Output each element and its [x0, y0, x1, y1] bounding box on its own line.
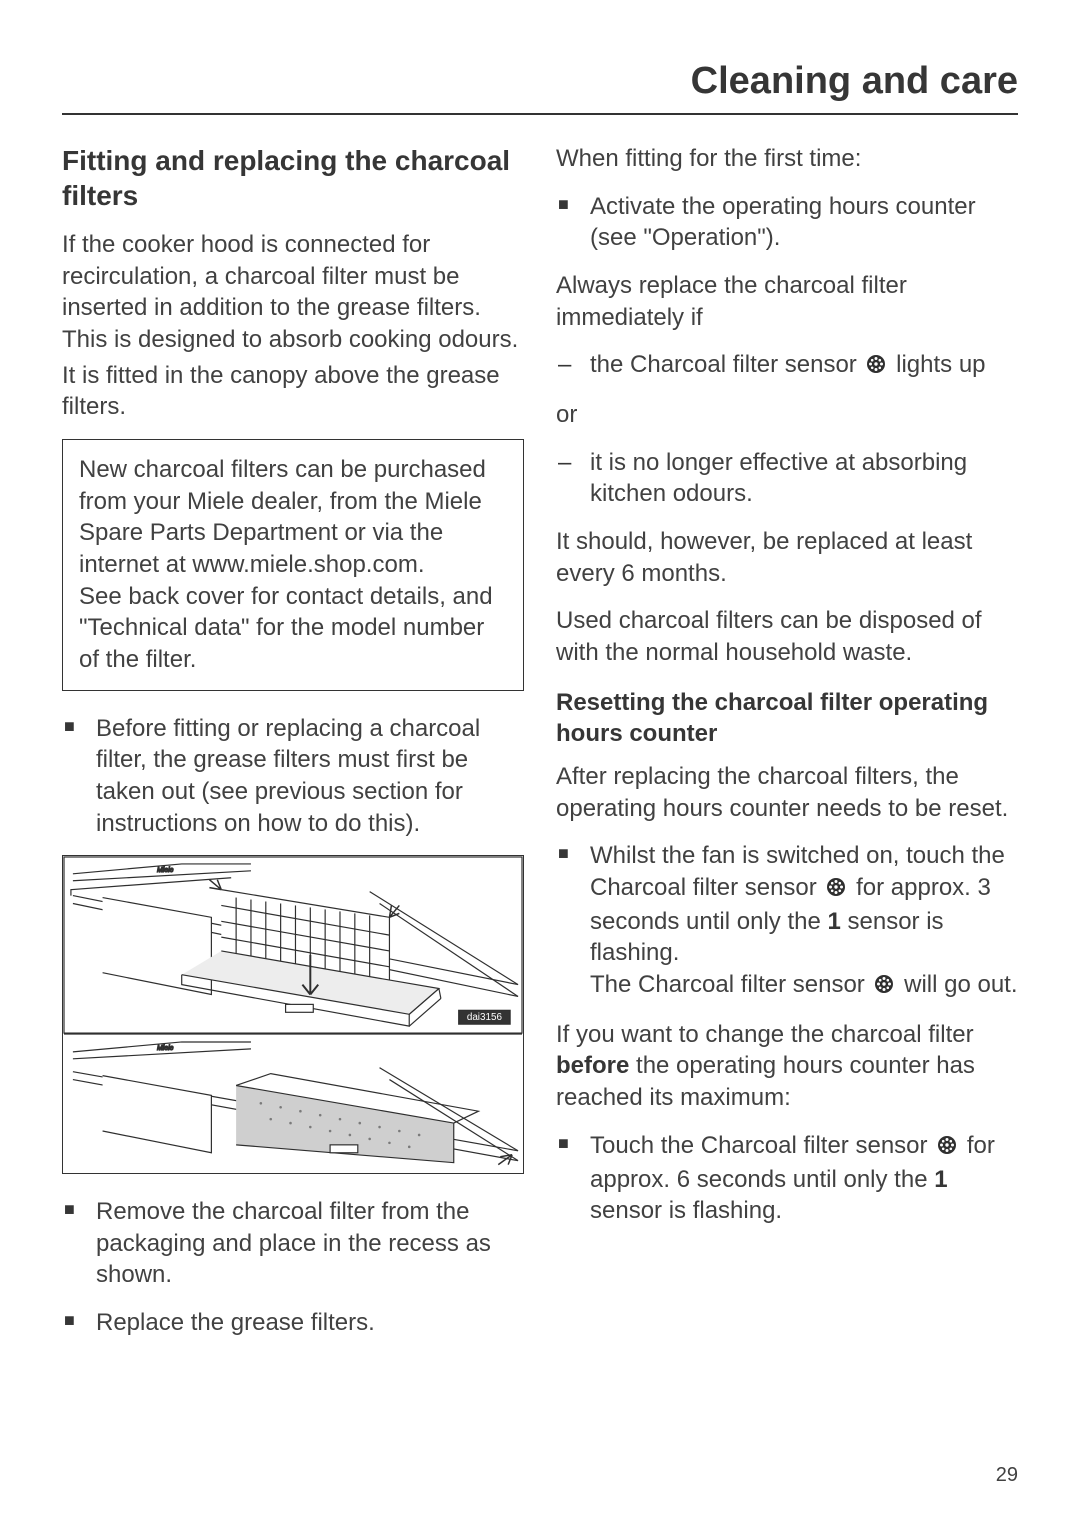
svg-text:Miele: Miele	[157, 1045, 174, 1052]
paragraph: If you want to change the charcoal filte…	[556, 1019, 1018, 1114]
charcoal-filter-sensor-icon	[866, 351, 886, 383]
list-item: Before fitting or replacing a charcoal f…	[62, 713, 524, 840]
paragraph: Used charcoal filters can be disposed of…	[556, 605, 1018, 668]
text: If you want to change the charcoal filte…	[556, 1021, 974, 1048]
figure-caption: dai3156	[467, 1013, 503, 1024]
text-bold: 1	[934, 1166, 947, 1193]
text: The Charcoal filter sensor	[590, 971, 871, 998]
text: lights up	[889, 351, 985, 378]
subsection-heading: Resetting the charcoal filter operating …	[556, 687, 1018, 749]
charcoal-filter-sensor-icon	[826, 874, 846, 906]
page-number: 29	[996, 1464, 1018, 1487]
step-list: Before fitting or replacing a charcoal f…	[62, 713, 524, 840]
paragraph: or	[556, 399, 1018, 431]
page-title: Cleaning and care	[62, 60, 1018, 113]
text: will go out.	[897, 971, 1017, 998]
step-list: Touch the Charcoal filter sensor for app…	[556, 1130, 1018, 1227]
list-item: Remove the charcoal filter from the pack…	[62, 1196, 524, 1291]
dash-list: the Charcoal filter sensor lights up	[556, 349, 1018, 383]
paragraph: It is fitted in the canopy above the gre…	[62, 360, 524, 423]
left-column: Fitting and replacing the charcoal filte…	[62, 143, 524, 1355]
text-bold: before	[556, 1052, 629, 1079]
list-item: Activate the operating hours counter (se…	[556, 191, 1018, 254]
list-item: it is no longer effective at absorbing k…	[556, 447, 1018, 510]
list-item: the Charcoal filter sensor lights up	[556, 349, 1018, 383]
title-rule	[62, 113, 1018, 115]
paragraph: Always replace the charcoal filter immed…	[556, 270, 1018, 333]
text-bold: 1	[827, 908, 840, 935]
paragraph: If the cooker hood is connected for reci…	[62, 229, 524, 356]
charcoal-filter-sensor-icon	[937, 1132, 957, 1164]
paragraph: After replacing the charcoal filters, th…	[556, 761, 1018, 824]
text: the Charcoal filter sensor	[590, 351, 863, 378]
list-item: Replace the grease filters.	[62, 1307, 524, 1339]
right-column: When fitting for the first time: Activat…	[556, 143, 1018, 1355]
charcoal-filter-sensor-icon	[874, 971, 894, 1003]
manual-page: Cleaning and care Fitting and replacing …	[0, 0, 1080, 1529]
dash-list: it is no longer effective at absorbing k…	[556, 447, 1018, 510]
section-heading: Fitting and replacing the charcoal filte…	[62, 143, 524, 213]
text: sensor is flashing.	[590, 1197, 782, 1224]
list-item: Whilst the fan is switched on, touch the…	[556, 840, 1018, 1002]
step-list: Activate the operating hours counter (se…	[556, 191, 1018, 254]
figure-charcoal-filter: Miele	[62, 855, 524, 1174]
paragraph: It should, however, be replaced at least…	[556, 526, 1018, 589]
info-box-text: New charcoal filters can be purchased fr…	[79, 454, 507, 676]
list-item: Touch the Charcoal filter sensor for app…	[556, 1130, 1018, 1227]
info-box: New charcoal filters can be purchased fr…	[62, 439, 524, 691]
paragraph: When fitting for the first time:	[556, 143, 1018, 175]
content-columns: Fitting and replacing the charcoal filte…	[62, 143, 1018, 1355]
step-list: Whilst the fan is switched on, touch the…	[556, 840, 1018, 1002]
text: Touch the Charcoal filter sensor	[590, 1132, 934, 1159]
step-list: Remove the charcoal filter from the pack…	[62, 1196, 524, 1339]
brand-mark: Miele	[157, 867, 174, 874]
